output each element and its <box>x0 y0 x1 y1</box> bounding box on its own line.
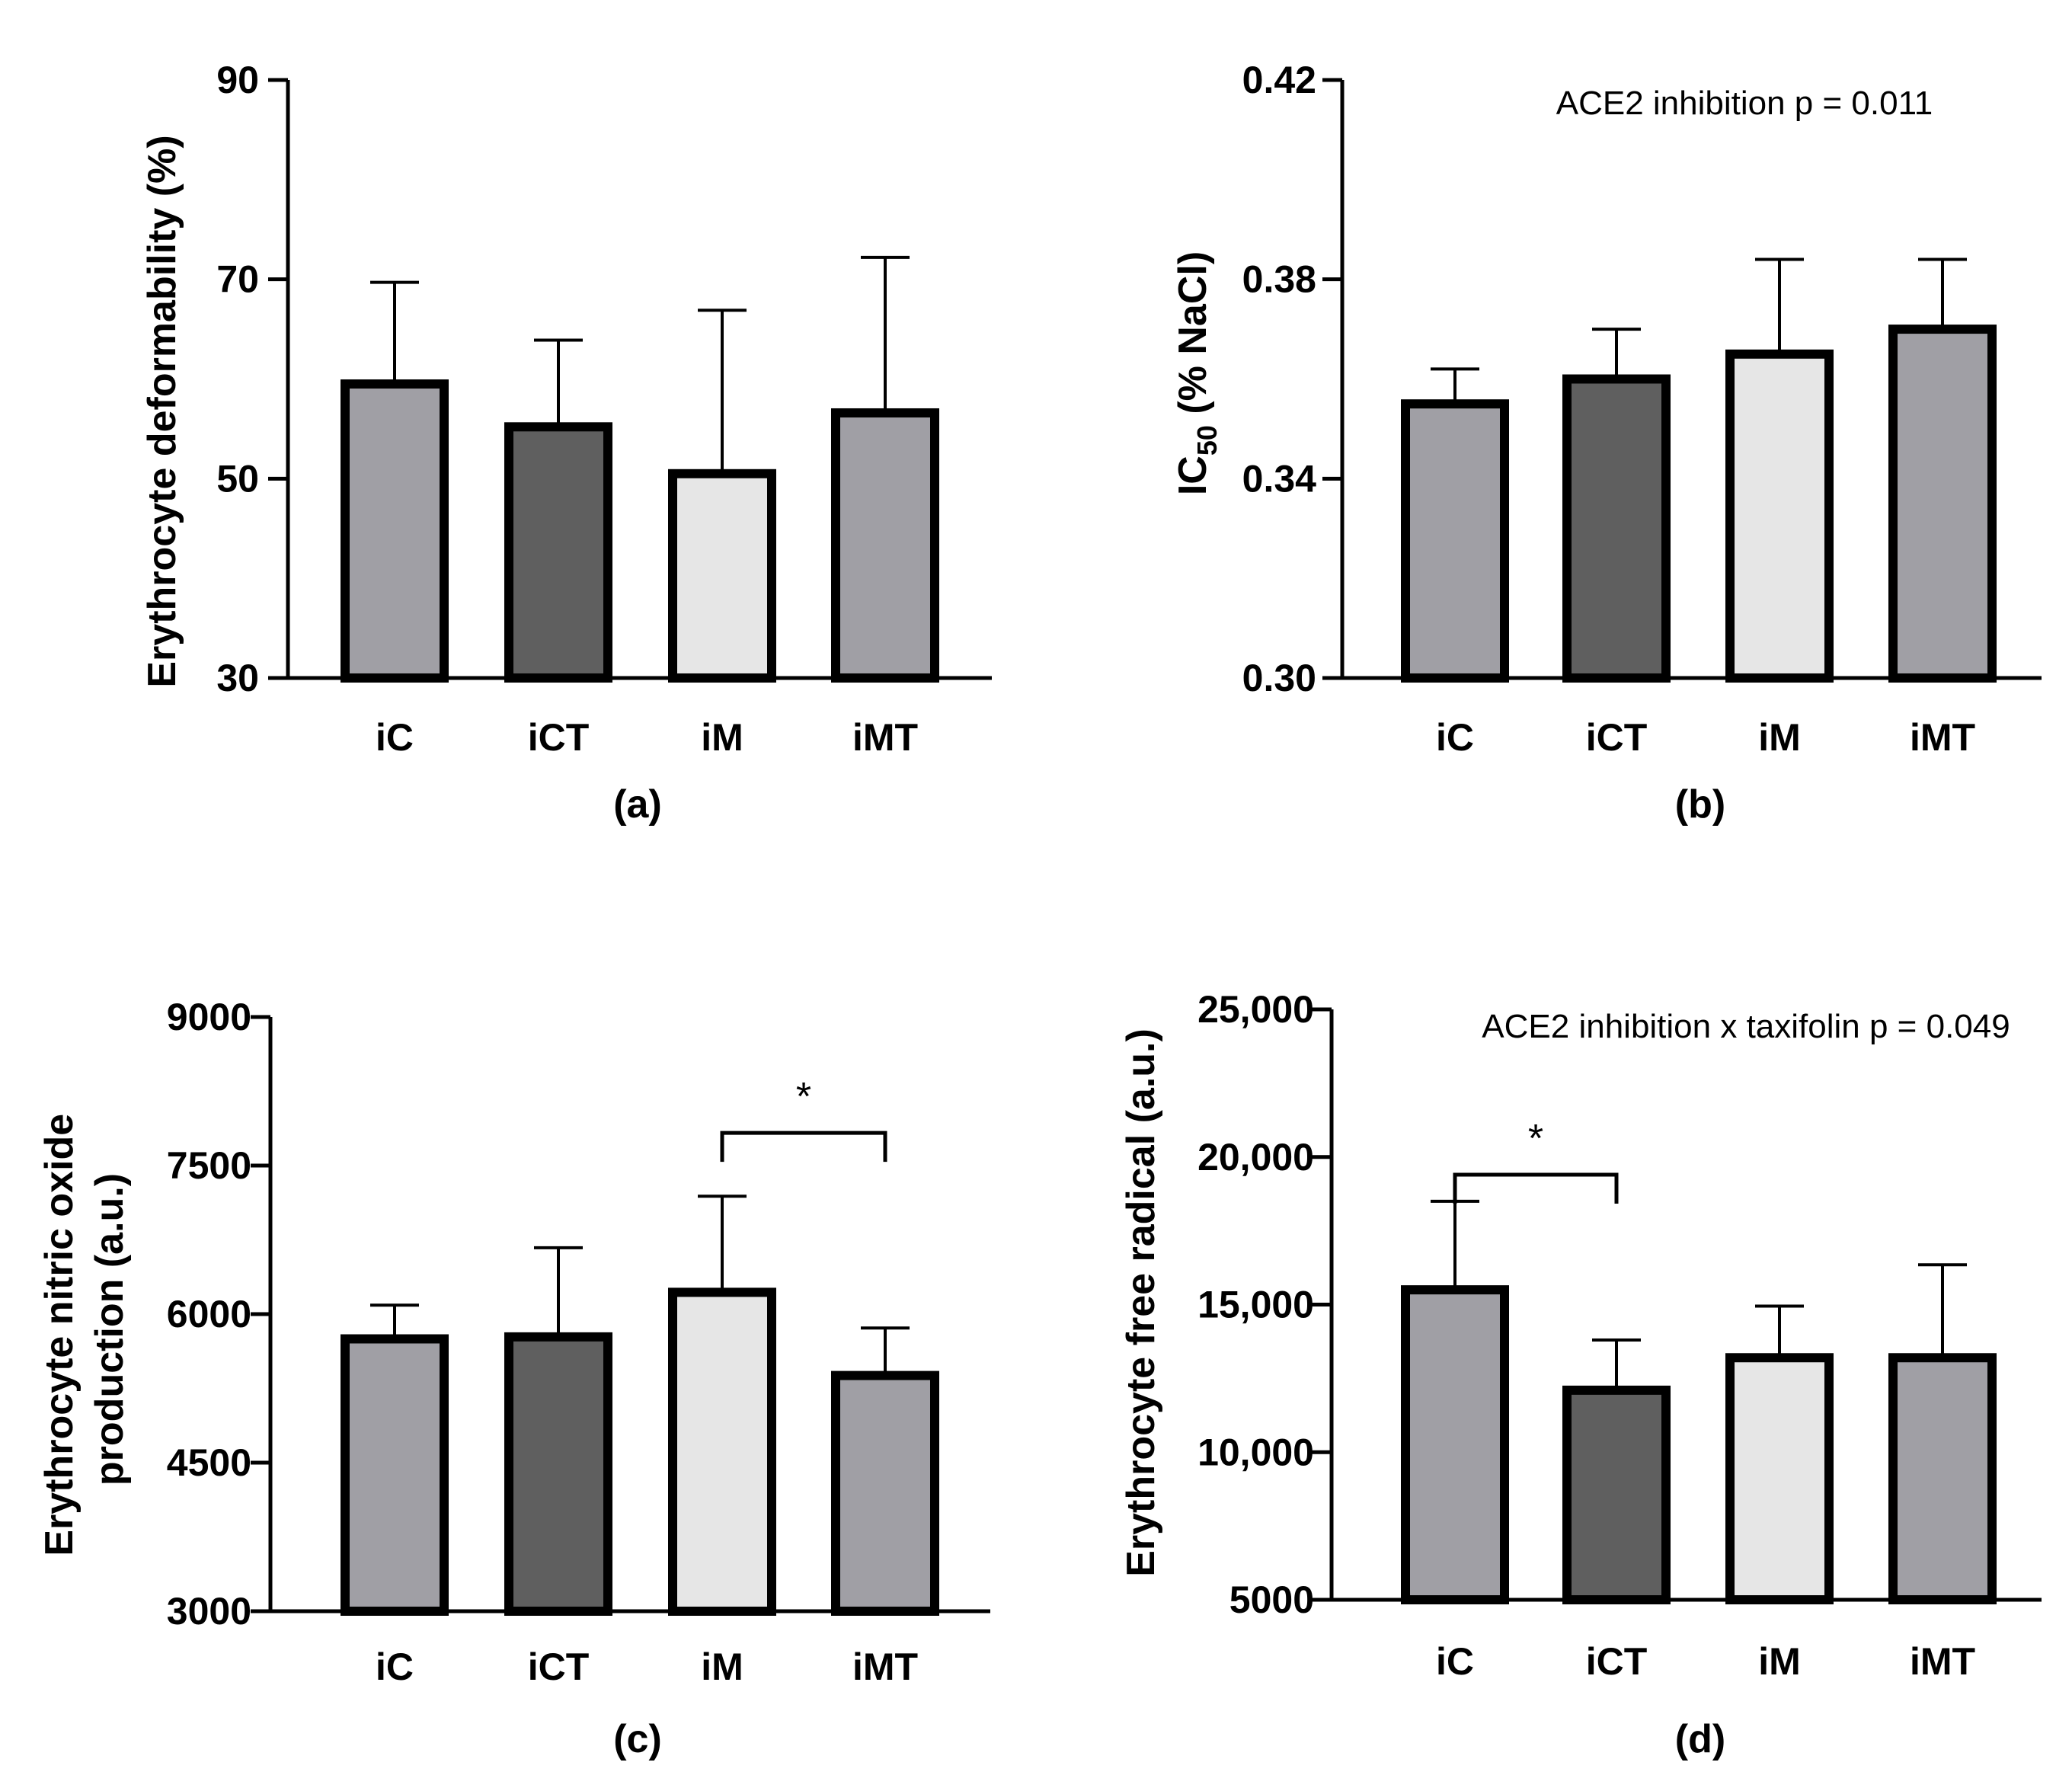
panel-a-chart: Erythrocyte deformability (%) (a) 30 50 70… <box>140 59 992 827</box>
bar-b-iC <box>1401 399 1509 683</box>
panel-b-y-axis-title-subscript: 50 <box>1191 425 1223 456</box>
y-tick-label-b-3: 0.42 <box>1242 59 1316 101</box>
y-tick-label-a-0: 30 <box>216 657 259 699</box>
y-tick-label-d-0: 5000 <box>1229 1578 1314 1621</box>
y-tick-label-c-0: 3000 <box>167 1590 251 1633</box>
x-tick-label-c-iC: iC <box>376 1645 414 1688</box>
bar-d-iM <box>1725 1353 1834 1604</box>
x-tick-label-b-iM: iM <box>1758 716 1801 759</box>
bar-a-iMT <box>831 408 939 683</box>
bar-d-iCT <box>1562 1385 1671 1604</box>
y-tick-label-b-1: 0.34 <box>1242 457 1317 500</box>
significance-bracket-c-0 <box>720 1131 887 1163</box>
x-tick-label-b-iC: iC <box>1436 716 1474 759</box>
bar-a-iM <box>668 469 776 683</box>
y-tick-label-a-2: 70 <box>216 258 259 301</box>
significance-bracket-d-0 <box>1453 1172 1619 1204</box>
bar-b-iM <box>1725 349 1834 683</box>
x-tick-label-a-iCT: iCT <box>528 716 590 759</box>
x-tick-label-a-iMT: iMT <box>852 716 918 759</box>
y-tick-label-c-4: 9000 <box>167 996 251 1038</box>
panel-c-label: (c) <box>613 1717 662 1761</box>
panel-c-chart: Erythrocyte nitric oxide production (a.u… <box>37 996 990 1761</box>
significance-star-d-0: * <box>1528 1117 1543 1161</box>
x-tick-label-d-iMT: iMT <box>1910 1640 1975 1683</box>
panel-d-label: (d) <box>1675 1717 1725 1761</box>
panel-c-y-axis-title-line-1: Erythrocyte nitric oxide <box>37 1114 82 1556</box>
panel-d-chart: Erythrocyte free radical (a.u.) ACE2 inh… <box>1119 988 2042 1761</box>
bar-c-iMT <box>831 1370 939 1616</box>
panel-d-annotation: ACE2 inhibition x taxifolin p = 0.049 <box>1482 1008 2010 1045</box>
y-tick-label-c-3: 7500 <box>167 1144 251 1187</box>
bar-c-iC <box>341 1334 449 1616</box>
bar-c-iCT <box>504 1332 612 1617</box>
panel-b-y-axis-title-main: IC <box>1171 456 1215 495</box>
panel-a-label: (a) <box>613 782 662 827</box>
y-tick-label-d-4: 25,000 <box>1197 988 1314 1031</box>
x-tick-label-c-iCT: iCT <box>528 1645 590 1688</box>
panel-c-y-axis-title: Erythrocyte nitric oxide production (a.u… <box>37 1102 132 1556</box>
bar-a-iCT <box>504 422 612 683</box>
bar-a-iC <box>341 379 449 683</box>
bar-c-iM <box>668 1287 776 1617</box>
y-tick-label-c-1: 4500 <box>167 1441 251 1484</box>
x-tick-label-b-iMT: iMT <box>1910 716 1975 759</box>
y-tick-label-a-3: 90 <box>216 59 259 101</box>
bar-b-iCT <box>1562 374 1671 683</box>
bar-d-iC <box>1401 1285 1509 1604</box>
panel-d-y-axis-title: Erythrocyte free radical (a.u.) <box>1119 1028 1163 1577</box>
x-tick-label-a-iM: iM <box>701 716 743 759</box>
significance-star-c-0: * <box>796 1075 811 1119</box>
bar-b-iMT <box>1888 325 1997 683</box>
x-tick-label-d-iCT: iCT <box>1586 1640 1648 1683</box>
panel-b-y-axis-title: IC50 (% NaCl) <box>1171 251 1223 495</box>
y-tick-label-b-0: 0.30 <box>1242 657 1316 699</box>
panel-c-y-axis-title-line-2: production (a.u.) <box>88 1173 132 1486</box>
panel-b-annotation: ACE2 inhibition p = 0.011 <box>1556 85 1933 122</box>
x-tick-label-d-iC: iC <box>1436 1640 1474 1683</box>
panel-b-label: (b) <box>1675 782 1725 827</box>
y-tick-label-d-2: 15,000 <box>1197 1284 1314 1326</box>
panel-b-chart: IC50 (% NaCl) ACE2 inhibition p = 0.011 … <box>1171 59 2042 827</box>
x-tick-label-c-iM: iM <box>701 1645 743 1688</box>
panel-b-y-axis-title-rest: (% NaCl) <box>1171 251 1215 425</box>
y-tick-label-c-2: 6000 <box>167 1293 251 1335</box>
y-tick-label-d-1: 10,000 <box>1197 1431 1314 1473</box>
x-tick-label-d-iM: iM <box>1758 1640 1801 1683</box>
x-tick-label-c-iMT: iMT <box>852 1645 918 1688</box>
y-tick-label-a-1: 50 <box>216 457 259 500</box>
panel-a-y-axis-title: Erythrocyte deformability (%) <box>140 135 184 687</box>
y-tick-label-d-3: 20,000 <box>1197 1136 1314 1179</box>
y-tick-label-b-2: 0.38 <box>1242 258 1316 301</box>
bar-d-iMT <box>1888 1353 1997 1604</box>
x-tick-label-b-iCT: iCT <box>1586 716 1648 759</box>
x-tick-label-a-iC: iC <box>376 716 414 759</box>
